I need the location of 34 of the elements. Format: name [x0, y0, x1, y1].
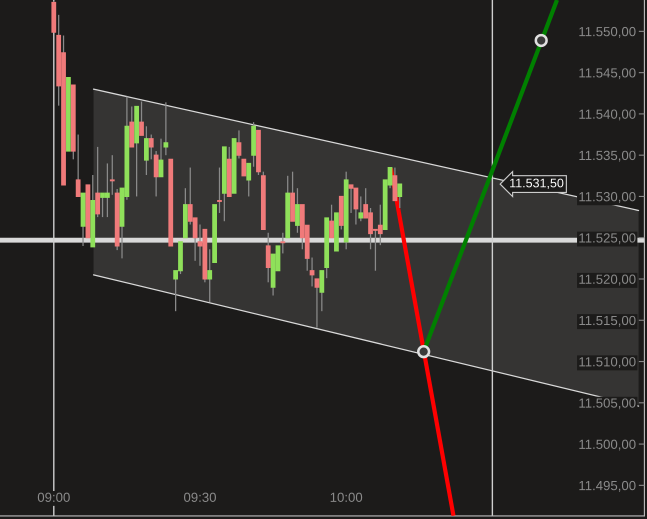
candlestick: [241, 158, 246, 176]
x-tick-label: 09:30: [184, 492, 216, 502]
candlestick: [310, 256, 314, 288]
candlestick: [76, 134, 81, 198]
y-tick-label: 11.520,00: [579, 274, 636, 286]
y-tick-label: 11.525,00: [579, 233, 636, 244]
x-tick-label: 10:00: [330, 492, 362, 502]
y-tick-label: 11.540,00: [579, 109, 636, 120]
annotation: 11.531,50: [510, 178, 564, 189]
y-tick-label: 11.505,00: [579, 398, 636, 410]
candlestick: [163, 102, 168, 156]
candlestick: [144, 126, 149, 176]
y-tick-label: 11.530,00: [579, 192, 636, 203]
candlestick: [397, 183, 402, 209]
candlestick: [139, 100, 144, 136]
candlestick: [319, 270, 324, 312]
y-tick-label: 11.510,00: [579, 357, 636, 368]
candlestick: [236, 130, 242, 160]
candlestick: [266, 232, 271, 283]
candlestick: [329, 204, 334, 238]
candlestick: [158, 138, 164, 178]
y-tick-label: 11.535,00: [579, 150, 636, 162]
x-tick-label: 09:00: [38, 492, 70, 502]
y-tick-label: 11.515,00: [579, 316, 636, 327]
candlestick: [246, 162, 252, 198]
y-tick-label: 11.550,00: [579, 26, 636, 38]
y-tick-label: 11.545,00: [579, 68, 636, 80]
candlestick: [358, 196, 364, 222]
candlestick: [110, 154, 115, 196]
candlestick: [95, 146, 100, 218]
candlestick: [314, 278, 320, 328]
y-tick-label: 11.495,00: [579, 480, 636, 492]
y-tick-label: 11.500,00: [579, 440, 636, 451]
candlestick: [295, 188, 300, 234]
